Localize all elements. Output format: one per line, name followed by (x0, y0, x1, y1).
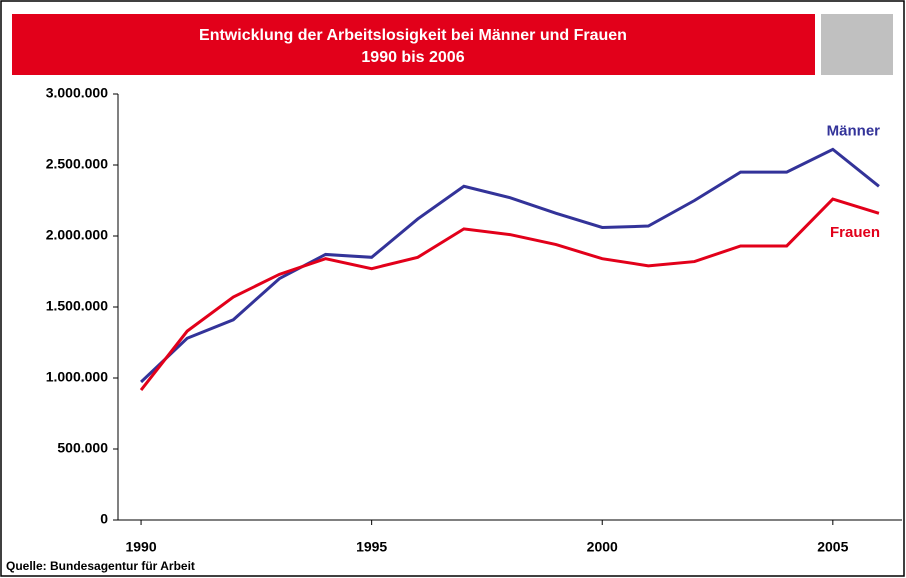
y-tick-label: 2.500.000 (46, 156, 108, 172)
chart-title: Entwicklung der Arbeitslosigkeit bei Män… (199, 27, 627, 44)
series-line (139, 197, 880, 391)
series-label: Männer (827, 122, 881, 139)
grey-box (821, 14, 893, 75)
y-tick-label: 2.000.000 (46, 227, 108, 243)
x-tick-label: 1990 (125, 539, 156, 555)
chart-subtitle: 1990 bis 2006 (361, 49, 464, 66)
series-line (140, 147, 880, 384)
y-tick-label: 1.000.000 (46, 369, 108, 385)
y-tick-label: 0 (100, 511, 108, 527)
x-tick-label: 2000 (587, 539, 618, 555)
title-banner (12, 14, 815, 75)
x-tick-label: 1995 (356, 539, 387, 555)
y-tick-label: 500.000 (57, 440, 108, 456)
y-tick-label: 3.000.000 (46, 85, 108, 101)
x-tick-label: 2005 (817, 539, 848, 555)
y-tick-label: 1.500.000 (46, 298, 108, 314)
series-label: Frauen (830, 224, 880, 241)
source-note: Quelle: Bundesagentur für Arbeit (6, 559, 195, 573)
